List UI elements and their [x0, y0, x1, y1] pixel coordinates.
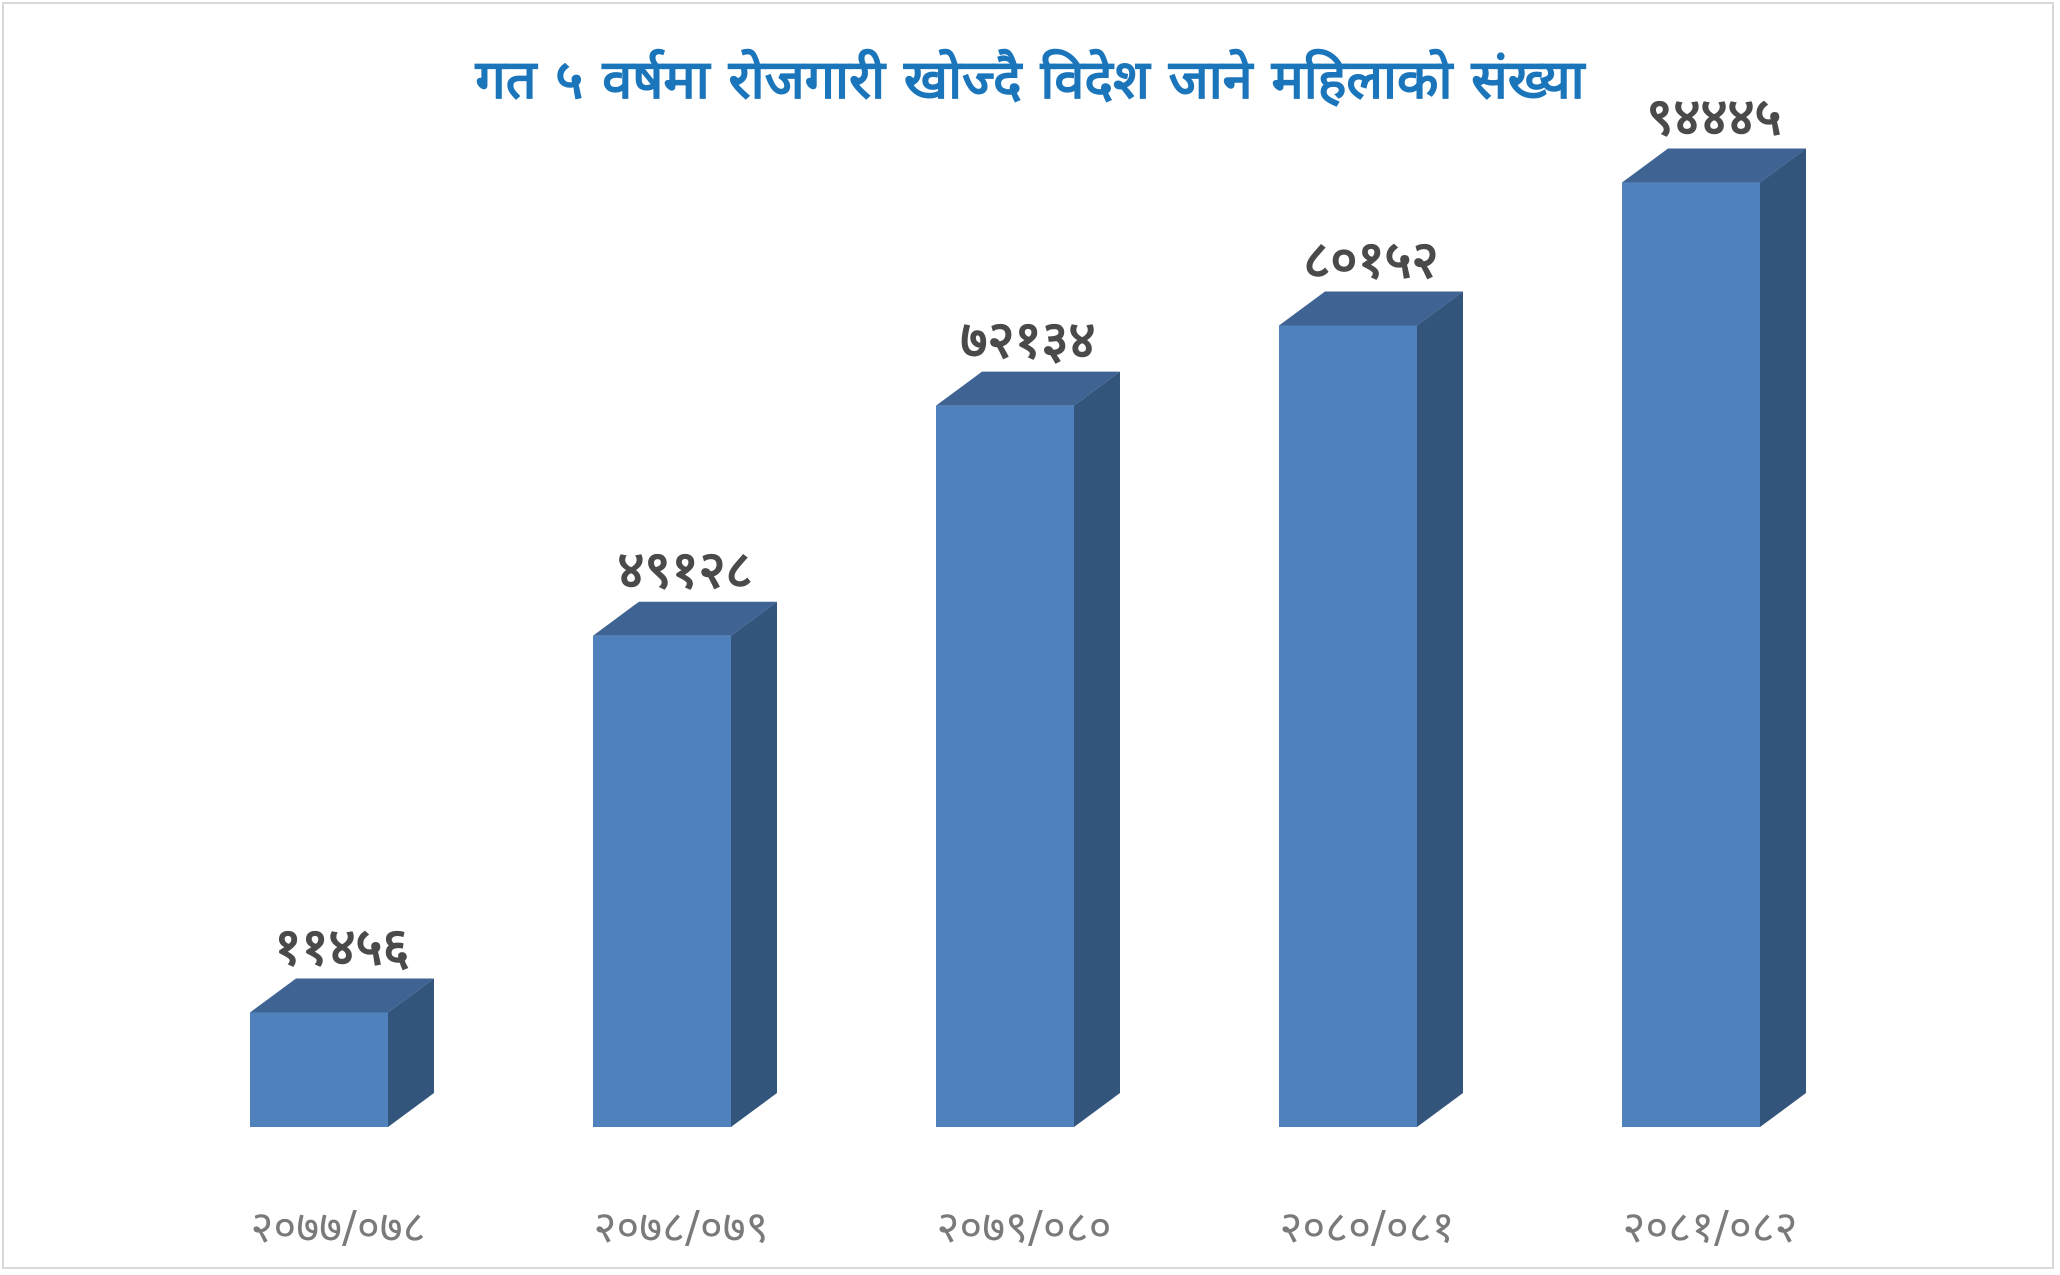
- x-tick-label: २०७९/०८०: [937, 1202, 1112, 1253]
- bar-front-face: [1279, 325, 1417, 1128]
- x-tick-label: २०७८/०७९: [594, 1202, 769, 1253]
- chart-title: गत ५ वर्षमा रोजगारी खोज्दै विदेश जाने मह…: [475, 48, 1585, 111]
- bar-front-face: [1622, 182, 1760, 1128]
- data-label: ४९१२८: [617, 541, 752, 601]
- bar-5: [1622, 148, 1806, 1128]
- bar-2: [593, 601, 777, 1127]
- x-tick-label: २०८१/०८२: [1623, 1202, 1798, 1253]
- bar-side-face: [388, 978, 434, 1127]
- bar-top-face: [936, 371, 1120, 406]
- bar-front-face: [593, 635, 731, 1127]
- bar-top-face: [593, 601, 777, 636]
- bar-3: [936, 371, 1120, 1127]
- bar-side-face: [1417, 291, 1463, 1128]
- data-label: ८०१५२: [1303, 230, 1438, 290]
- bar-top-face: [1622, 148, 1806, 183]
- data-label: ९४४४५: [1646, 88, 1781, 148]
- bar-1: [250, 978, 434, 1127]
- bar-front-face: [936, 405, 1074, 1127]
- x-tick-label: २०८०/०८१: [1280, 1202, 1455, 1253]
- bar-side-face: [1760, 148, 1806, 1128]
- bar-side-face: [731, 601, 777, 1127]
- bar-top-face: [250, 978, 434, 1013]
- data-label: ११४५६: [274, 917, 409, 977]
- x-tick-label: २०७७/०७८: [251, 1202, 426, 1253]
- bar-front-face: [250, 1012, 388, 1127]
- data-label: ७२१३४: [960, 311, 1095, 371]
- bar-4: [1279, 291, 1463, 1128]
- bar-top-face: [1279, 291, 1463, 326]
- bar-side-face: [1074, 371, 1120, 1127]
